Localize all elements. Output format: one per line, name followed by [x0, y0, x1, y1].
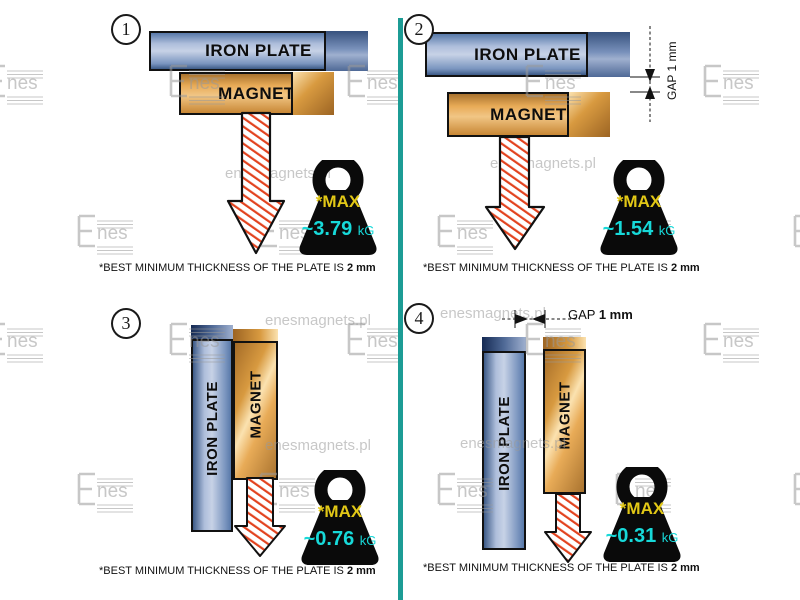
- svg-text:enesmagnets.pl: enesmagnets.pl: [265, 312, 371, 329]
- svg-text:enesmagnets.pl: enesmagnets.pl: [265, 437, 371, 454]
